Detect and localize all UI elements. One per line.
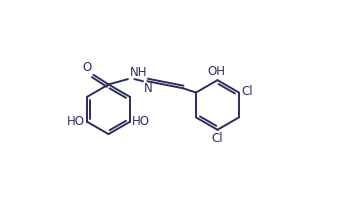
Text: N: N <box>144 82 152 95</box>
Text: O: O <box>82 61 91 74</box>
Text: Cl: Cl <box>212 132 223 145</box>
Text: OH: OH <box>207 65 225 78</box>
Text: NH: NH <box>130 66 148 79</box>
Text: HO: HO <box>132 115 150 128</box>
Text: Cl: Cl <box>241 85 253 98</box>
Text: HO: HO <box>67 115 85 128</box>
